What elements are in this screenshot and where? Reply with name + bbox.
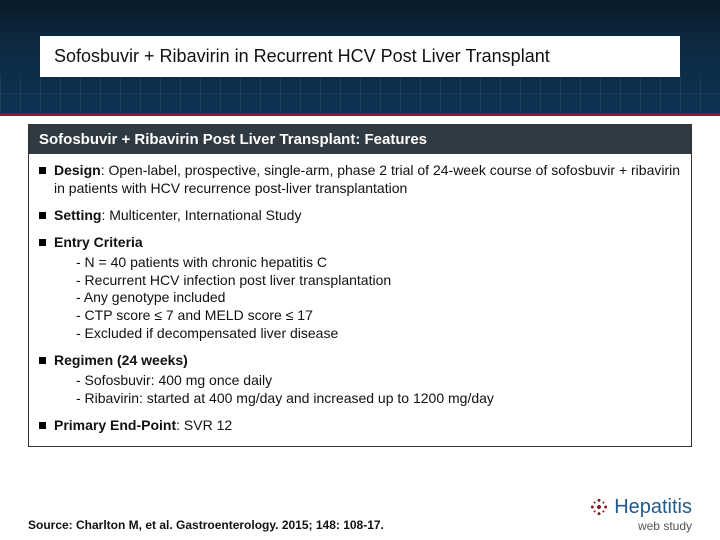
brand-block: Hepatitis web study xyxy=(588,496,692,532)
brand-logo-icon xyxy=(588,496,610,518)
square-bullet-icon xyxy=(39,422,46,429)
square-bullet-icon xyxy=(39,167,46,174)
bullet-label: Entry Criteria xyxy=(54,234,143,250)
slide-title: Sofosbuvir + Ribavirin in Recurrent HCV … xyxy=(40,36,680,77)
bullet-design: Design: Open-label, prospective, single-… xyxy=(39,162,681,198)
bullet-setting: Setting: Multicenter, International Stud… xyxy=(39,207,681,225)
bullet-label: Setting xyxy=(54,207,101,223)
sublist-item: - Excluded if decompensated liver diseas… xyxy=(76,325,681,343)
sublist-item: - Any genotype included xyxy=(76,289,681,307)
sublist-item: - Sofosbuvir: 400 mg once daily xyxy=(76,372,681,390)
bullet-label: Design xyxy=(54,162,101,178)
slide-footer: Source: Charlton M, et al. Gastroenterol… xyxy=(28,496,692,532)
brand-tagline: web study xyxy=(588,520,692,532)
bullet-label: Primary End-Point xyxy=(54,417,176,433)
entry-sublist: - N = 40 patients with chronic hepatitis… xyxy=(76,254,681,344)
features-panel: Sofosbuvir + Ribavirin Post Liver Transp… xyxy=(28,124,692,447)
sublist-item: - N = 40 patients with chronic hepatitis… xyxy=(76,254,681,272)
panel-header: Sofosbuvir + Ribavirin Post Liver Transp… xyxy=(29,125,691,154)
square-bullet-icon xyxy=(39,357,46,364)
square-bullet-icon xyxy=(39,212,46,219)
sublist-item: - CTP score ≤ 7 and MELD score ≤ 17 xyxy=(76,307,681,325)
bullet-text: : Multicenter, International Study xyxy=(101,207,301,223)
panel-body: Design: Open-label, prospective, single-… xyxy=(29,154,691,446)
slide-header: Sofosbuvir + Ribavirin in Recurrent HCV … xyxy=(0,0,720,116)
bullet-text: : SVR 12 xyxy=(176,417,232,433)
bullet-entry: Entry Criteria - N = 40 patients with ch… xyxy=(39,234,681,343)
brand-name: Hepatitis xyxy=(614,497,692,517)
regimen-sublist: - Sofosbuvir: 400 mg once daily - Ribavi… xyxy=(76,372,681,408)
bullet-regimen: Regimen (24 weeks) - Sofosbuvir: 400 mg … xyxy=(39,352,681,408)
bullet-endpoint: Primary End-Point: SVR 12 xyxy=(39,417,681,435)
sublist-item: - Recurrent HCV infection post liver tra… xyxy=(76,272,681,290)
bullet-text: : Open-label, prospective, single-arm, p… xyxy=(54,162,680,196)
bullet-label: Regimen (24 weeks) xyxy=(54,352,188,368)
sublist-item: - Ribavirin: started at 400 mg/day and i… xyxy=(76,390,681,408)
square-bullet-icon xyxy=(39,239,46,246)
content-area: Sofosbuvir + Ribavirin Post Liver Transp… xyxy=(0,116,720,447)
source-citation: Source: Charlton M, et al. Gastroenterol… xyxy=(28,518,384,532)
